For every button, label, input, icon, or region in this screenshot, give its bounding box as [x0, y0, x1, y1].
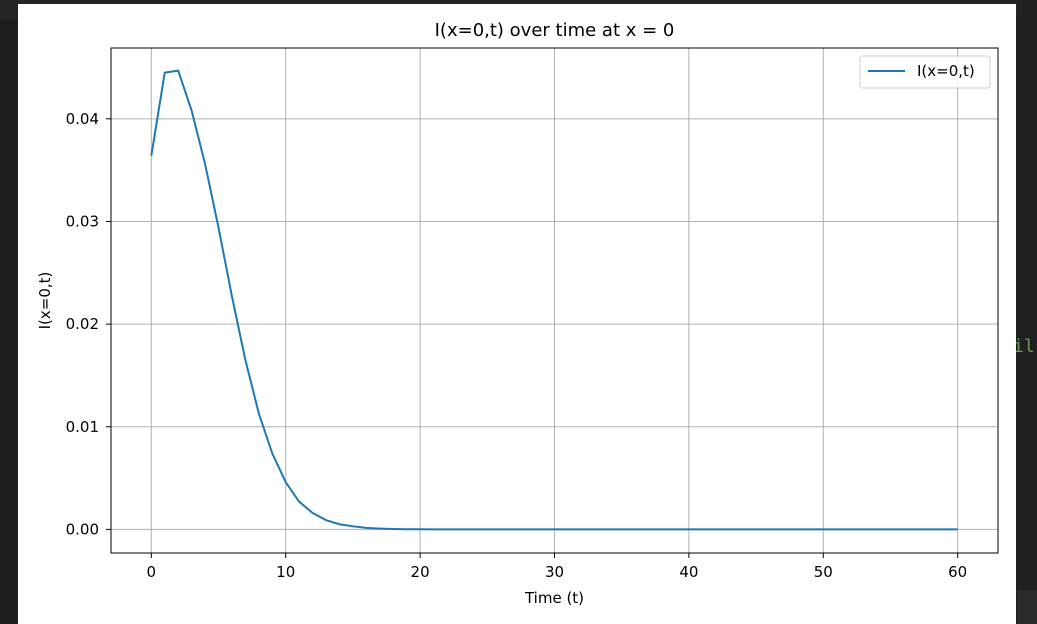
x-tick-label: 10: [276, 563, 295, 581]
editor-code-strip: [1017, 0, 1037, 590]
line-chart: 0 10 20 30 40 50 60 0.00 0.01 0.02 0.03 0.04 I(x=0,…: [36, 20, 999, 607]
axis-ticks: 0 10 20 30 40 50 60 0.00 0.01 0.02 0.03 0.04: [66, 110, 968, 581]
legend: I(x=0,t): [859, 55, 991, 89]
code-fragment: il: [1013, 336, 1035, 357]
x-tick-label: 60: [948, 563, 967, 581]
y-axis-label: I(x=0,t): [36, 272, 54, 330]
legend-box: [859, 55, 991, 89]
y-tick-label: 0.00: [66, 520, 99, 538]
x-tick-label: 40: [679, 563, 698, 581]
x-axis-label: Time (t): [524, 589, 584, 607]
chart-title: I(x=0,t) over time at x = 0: [435, 20, 675, 41]
y-tick-label: 0.04: [66, 110, 99, 128]
x-tick-label: 50: [814, 563, 833, 581]
y-tick-label: 0.03: [66, 212, 99, 230]
x-tick-label: 20: [411, 563, 430, 581]
y-tick-label: 0.02: [66, 315, 99, 333]
x-tick-label: 0: [147, 563, 157, 581]
x-tick-label: 30: [545, 563, 564, 581]
grid-lines: [111, 48, 998, 553]
series-line: [150, 69, 958, 531]
figure-panel: 0 10 20 30 40 50 60 0.00 0.01 0.02 0.03 0.04 I(x=0,…: [18, 4, 1016, 624]
legend-label: I(x=0,t): [917, 62, 975, 80]
editor-scroll-area[interactable]: [1017, 590, 1037, 624]
y-tick-label: 0.01: [66, 418, 99, 436]
